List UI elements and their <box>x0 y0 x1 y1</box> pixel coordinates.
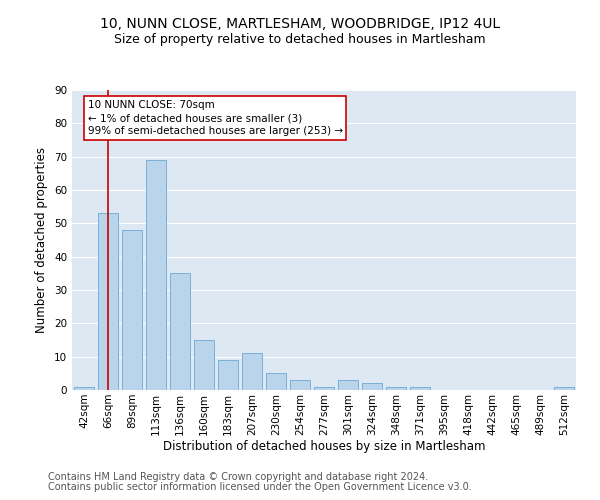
Bar <box>266 374 286 390</box>
Bar <box>170 274 190 390</box>
Text: Contains HM Land Registry data © Crown copyright and database right 2024.: Contains HM Land Registry data © Crown c… <box>48 472 428 482</box>
Bar <box>242 354 262 390</box>
Bar <box>122 230 142 390</box>
Bar <box>98 214 118 390</box>
Bar <box>338 380 358 390</box>
Bar <box>74 386 94 390</box>
Bar <box>314 386 334 390</box>
Bar <box>410 386 430 390</box>
Bar <box>218 360 238 390</box>
Y-axis label: Number of detached properties: Number of detached properties <box>35 147 49 333</box>
Bar <box>194 340 214 390</box>
Bar <box>386 386 406 390</box>
Bar <box>362 384 382 390</box>
X-axis label: Distribution of detached houses by size in Martlesham: Distribution of detached houses by size … <box>163 440 485 454</box>
Bar <box>554 386 574 390</box>
Bar <box>290 380 310 390</box>
Bar <box>146 160 166 390</box>
Text: 10 NUNN CLOSE: 70sqm
← 1% of detached houses are smaller (3)
99% of semi-detache: 10 NUNN CLOSE: 70sqm ← 1% of detached ho… <box>88 100 343 136</box>
Text: 10, NUNN CLOSE, MARTLESHAM, WOODBRIDGE, IP12 4UL: 10, NUNN CLOSE, MARTLESHAM, WOODBRIDGE, … <box>100 18 500 32</box>
Text: Size of property relative to detached houses in Martlesham: Size of property relative to detached ho… <box>114 32 486 46</box>
Text: Contains public sector information licensed under the Open Government Licence v3: Contains public sector information licen… <box>48 482 472 492</box>
